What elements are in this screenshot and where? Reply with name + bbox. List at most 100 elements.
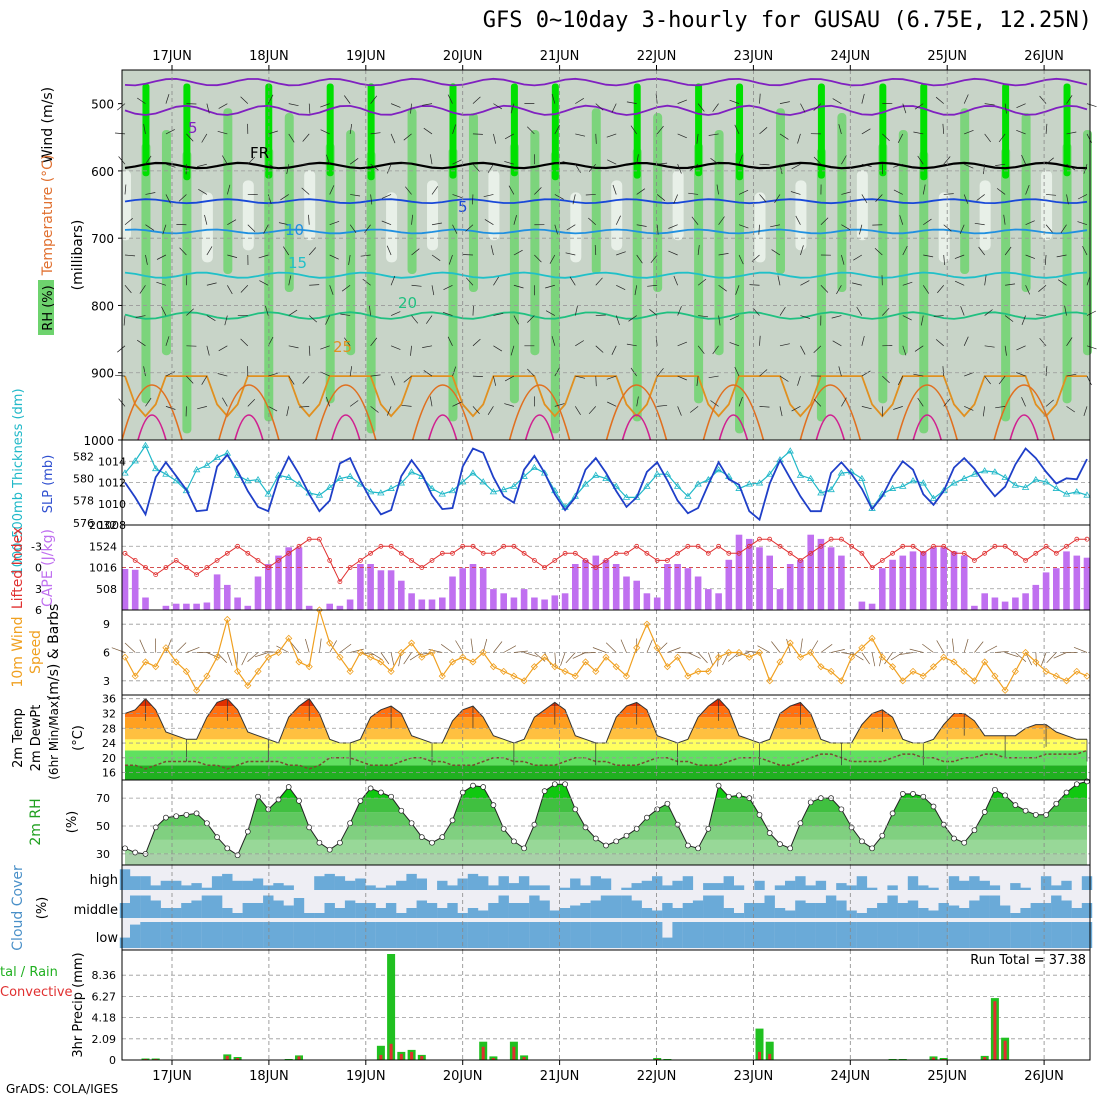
lifted-index-point [143, 565, 148, 570]
cloud-cover-cell [795, 876, 806, 890]
date-tick-label-bottom: 23JUN [734, 1069, 774, 1084]
cloud-cover-cell [283, 922, 294, 948]
rh-point [122, 845, 128, 852]
wind-barb-10m [667, 647, 681, 653]
lifted-index-point [1033, 550, 1039, 556]
wind-barb [186, 375, 194, 384]
wind-barb [697, 345, 705, 354]
wind-barb [1086, 133, 1092, 143]
wind-barb [734, 124, 740, 135]
wind-barb [964, 163, 974, 169]
wind-barb [165, 129, 175, 135]
wind-barb [575, 406, 581, 415]
wind-barb [902, 245, 908, 256]
wind-barb [513, 215, 517, 225]
lifted-axis-label: Lifted Index [10, 527, 26, 609]
wind-barb [800, 315, 811, 319]
cloud-cover-cell [856, 913, 868, 918]
cloud-cover-cell [928, 910, 939, 918]
lifted-index-point [132, 558, 138, 563]
total-precip-bar [387, 954, 396, 1060]
cape-bar [664, 564, 671, 610]
temp-tick-label: 24 [102, 737, 116, 750]
wind-barb [800, 103, 806, 113]
cloud-cover-cell [1051, 895, 1062, 918]
rh-point [756, 811, 763, 818]
wind-barb [636, 396, 639, 407]
wind-barb [431, 222, 442, 226]
wind-barb [606, 375, 617, 380]
wind-barb [611, 345, 617, 355]
thickness-point [407, 468, 416, 475]
cape-bar [735, 534, 743, 610]
wind-speed-point [817, 663, 825, 671]
rh-saturated-band [695, 83, 703, 177]
wind-speed-point [735, 648, 743, 657]
temp-axis-label-2: 2m DewPt [29, 705, 44, 772]
wind-barb [452, 401, 462, 407]
wind-barb-10m [534, 652, 546, 662]
wind-barb [401, 404, 412, 407]
cloud-cover-cell [723, 922, 734, 948]
cloud-cover-cell [887, 895, 898, 918]
cloud-cover-cell [232, 922, 243, 948]
thickness-point [448, 487, 457, 494]
wind-barb [268, 163, 278, 170]
temp-band [125, 728, 1087, 740]
wind-speed-point [551, 663, 559, 671]
cape-bar [725, 559, 733, 610]
lifted-index-point [767, 536, 773, 542]
wind-barb [779, 101, 790, 104]
cloud-cover-cell [1051, 885, 1062, 890]
cape-bar [172, 603, 180, 610]
cloud-cover-cell [959, 922, 970, 948]
wind-barb [565, 252, 576, 256]
cloud-cover-cell [703, 895, 714, 918]
wind-barb [718, 284, 727, 292]
wind-speed-point [213, 653, 221, 661]
cape-bar [705, 589, 712, 610]
cloud-cover-cell [385, 922, 397, 948]
rh-point [869, 845, 875, 852]
cape-bar [1001, 601, 1009, 610]
lifted-index-point [808, 550, 814, 556]
cape-bar [684, 568, 692, 610]
cloud-cover-cell [314, 922, 325, 948]
wind-barb [165, 194, 171, 204]
wind-barb [998, 133, 1006, 143]
rh-point [879, 832, 886, 839]
wind-barb [935, 339, 944, 347]
wind-tick-label: 3 [103, 675, 110, 688]
thickness-point [336, 474, 344, 482]
precip-legend-rain: tal / Rain [0, 965, 58, 980]
wind-barb [349, 400, 359, 407]
thickness-point [940, 487, 948, 494]
cloud-cover-cell [723, 876, 734, 890]
lifted-index-point [879, 558, 885, 563]
wind-barb-10m [440, 644, 453, 653]
cloud-cover-cell [447, 885, 458, 890]
wind-barb [390, 275, 396, 286]
convective-precip-bar [993, 1001, 997, 1060]
wind-barb [329, 220, 340, 226]
wind-barb [452, 194, 463, 199]
precip-tick-label: 2.09 [92, 1033, 117, 1046]
rh-point [685, 842, 691, 849]
precip-tick-label: 0 [109, 1054, 116, 1067]
lifted-index-point [562, 550, 568, 556]
cloud-cover-cell [293, 922, 305, 948]
wind-barb [510, 103, 515, 114]
wind-speed-point [541, 653, 549, 661]
rh-saturated-band [1002, 83, 1010, 179]
wind-barb [595, 133, 597, 144]
wind-barb [1004, 345, 1007, 356]
wind-barb [996, 188, 1006, 195]
rh-moist-band [694, 142, 704, 404]
cloud-cover-cell [232, 880, 243, 890]
wind-barb-10m [329, 640, 338, 653]
wind-barb [137, 97, 146, 104]
wind-barb [447, 336, 453, 346]
wind-barb [595, 277, 603, 286]
cloud-level-label: low [96, 931, 119, 946]
